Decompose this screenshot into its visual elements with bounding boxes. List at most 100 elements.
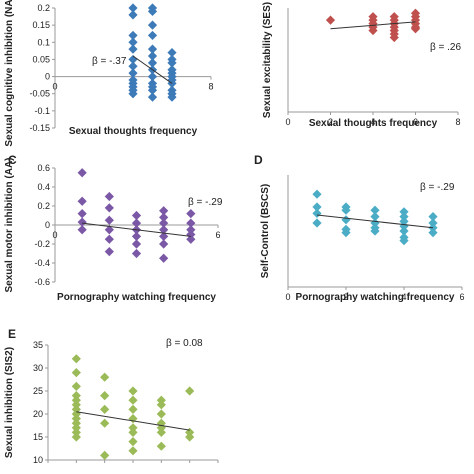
data-point	[128, 37, 138, 47]
data-point	[325, 15, 336, 25]
data-point	[77, 168, 87, 178]
data-point	[185, 432, 195, 442]
data-point	[100, 418, 110, 428]
data-point	[71, 414, 81, 424]
data-point	[128, 61, 138, 71]
data-point	[399, 216, 409, 226]
data-point	[159, 225, 169, 235]
data-point	[147, 44, 158, 54]
data-point	[131, 239, 142, 249]
y-tick-label: 0	[45, 72, 50, 82]
data-point	[186, 234, 196, 244]
trend-line	[316, 214, 434, 229]
data-point	[370, 212, 380, 222]
x-tick-label: 4	[370, 117, 375, 127]
data-point	[147, 51, 158, 61]
data-point	[128, 30, 138, 41]
data-point	[159, 231, 169, 241]
data-point	[186, 218, 196, 228]
data-point	[147, 6, 158, 17]
data-point	[104, 203, 114, 213]
data-point	[128, 414, 138, 424]
y-tick-label: 0.1	[37, 37, 50, 47]
data-point	[159, 239, 169, 249]
x-tick-label: 0	[52, 230, 57, 240]
y-tick-label: -0.05	[29, 89, 50, 99]
data-point	[185, 427, 195, 437]
x-axis-title: Pornography watching frequency	[296, 292, 455, 303]
data-point	[77, 225, 87, 235]
data-point	[100, 404, 110, 414]
data-point	[159, 212, 169, 222]
x-tick-label: 8	[208, 82, 213, 92]
data-point	[389, 32, 399, 43]
beta-annotation: β = -.29	[420, 182, 455, 193]
data-point	[104, 191, 114, 202]
beta-annotation: β = .26	[430, 42, 461, 53]
x-tick-label: 6	[215, 230, 220, 240]
beta-annotation: β = 0.08	[166, 338, 203, 349]
data-point	[156, 400, 166, 410]
data-point	[71, 404, 81, 414]
y-tick-label: 15	[33, 432, 43, 442]
data-point	[100, 372, 110, 382]
y-tick-label: 30	[33, 363, 43, 373]
y-tick-label: 0.05	[32, 54, 50, 64]
data-point	[167, 47, 177, 58]
data-point	[147, 58, 158, 68]
data-point	[128, 10, 138, 20]
panel-letter: D	[254, 153, 263, 167]
data-point	[128, 427, 138, 437]
data-point	[341, 228, 351, 238]
panel-b: 0 2 4 6 8 β = .26 Sexual thoughts frequency Sex…	[262, 2, 461, 129]
data-point	[128, 44, 138, 54]
data-point	[104, 234, 114, 244]
data-point	[156, 409, 166, 419]
y-tick-label: -0.4	[34, 258, 50, 268]
data-point	[399, 226, 409, 236]
x-tick-label: 2	[343, 292, 348, 302]
y-axis-title: Self-Control (BSCS)	[260, 184, 271, 278]
panel-e: E 10 15 20 25 30 35 β = 0.08 Sexual inhibition (…	[4, 327, 219, 465]
panel-letter: C	[8, 153, 17, 167]
y-tick-label: 25	[33, 386, 43, 396]
data-point	[370, 205, 380, 215]
x-tick-label: 4	[401, 292, 406, 302]
data-point	[410, 24, 421, 34]
data-point	[368, 25, 378, 36]
panel-c: C-0.6-0.4-0.200.20.40.60 6β = -.29Pornogr…	[4, 153, 223, 303]
x-tick-label: 0	[285, 117, 290, 127]
data-point	[186, 229, 196, 240]
data-point	[131, 248, 142, 259]
data-point	[77, 217, 87, 227]
data-point	[167, 58, 177, 68]
x-axis-title: Sexual thoughts frequency	[69, 126, 198, 137]
data-point	[77, 196, 87, 206]
data-point	[147, 30, 158, 41]
data-point	[399, 236, 409, 246]
trend-line	[132, 55, 173, 84]
x-axis-title: Pornography watching frequency	[57, 292, 216, 303]
panel-letter: E	[8, 327, 16, 341]
data-point	[104, 247, 114, 257]
trend-line	[330, 21, 416, 30]
data-point	[312, 189, 322, 199]
y-axis-title: Sexual inhibition (SIS2)	[4, 347, 15, 458]
data-point	[341, 205, 351, 215]
data-point	[147, 20, 158, 30]
data-point	[71, 381, 81, 391]
y-tick-label: 10	[33, 455, 43, 465]
data-point	[131, 210, 142, 221]
beta-annotation: β = -.29	[188, 197, 223, 208]
data-point	[77, 209, 87, 219]
data-point	[186, 225, 196, 235]
y-tick-label: 20	[33, 409, 43, 419]
y-tick-label: -0.2	[34, 239, 50, 249]
y-tick-label: 0.6	[37, 163, 50, 173]
data-point	[71, 391, 81, 401]
x-tick-label: 8	[455, 117, 460, 127]
data-point	[71, 432, 81, 442]
x-tick-label: 0	[52, 82, 57, 92]
